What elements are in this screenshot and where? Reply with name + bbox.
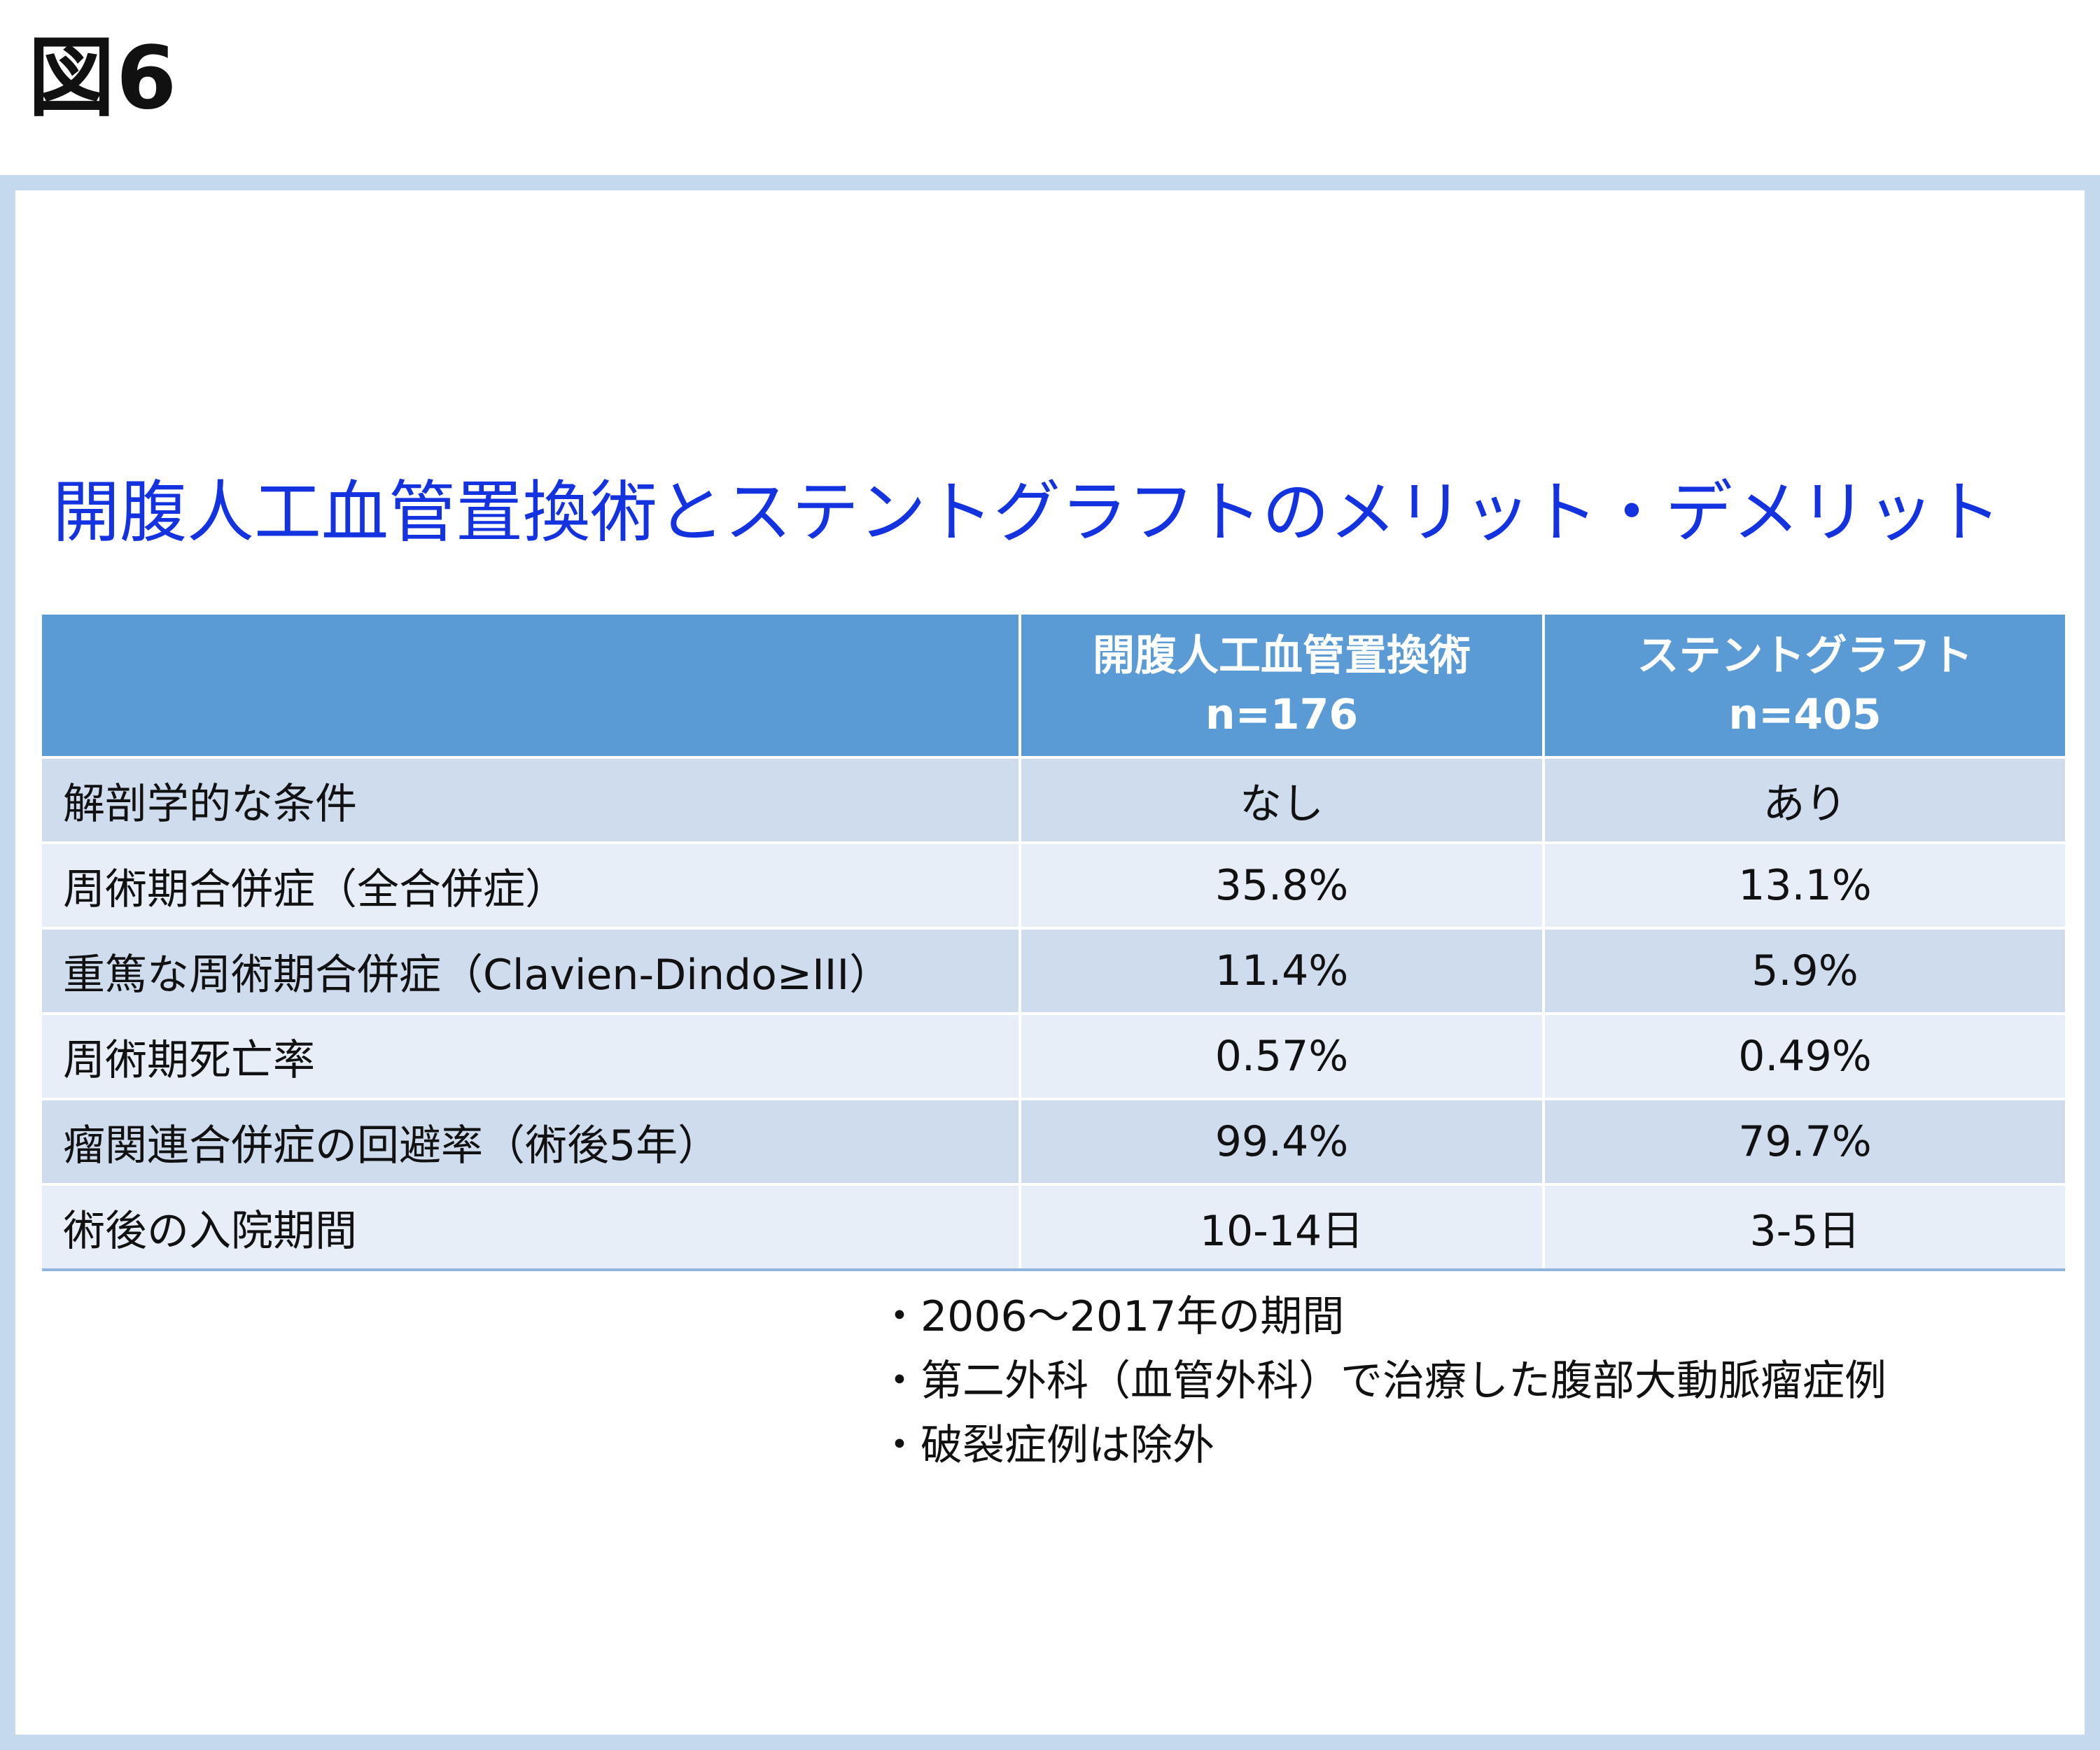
note-item: ・第二外科（血管外科）で治療した腹部大動脈瘤症例 bbox=[878, 1349, 1886, 1413]
row-label: 解剖学的な条件 bbox=[42, 757, 1021, 844]
table-row: 重篤な周術期合併症（Clavien-Dindo≥III） 11.4% 5.9% bbox=[42, 928, 2065, 1015]
note-bullet: ・ bbox=[878, 1357, 920, 1406]
stent-graft-value: 79.7% bbox=[1544, 1099, 2065, 1186]
comparison-table: 開腹人工血管置換術 n=176 ステントグラフト n=405 解剖学的な条件 な… bbox=[42, 615, 2065, 1271]
note-text: 2006～2017年の期間 bbox=[920, 1292, 1345, 1341]
slide-title: 開腹人工血管置換術とステントグラフトのメリット・デメリット bbox=[52, 473, 2001, 552]
row-label: 術後の入院期間 bbox=[42, 1184, 1021, 1271]
table-header-row: 開腹人工血管置換術 n=176 ステントグラフト n=405 bbox=[42, 615, 2065, 759]
row-label: 周術期死亡率 bbox=[42, 1014, 1021, 1100]
note-bullet: ・ bbox=[878, 1421, 920, 1470]
open-surgery-value: 11.4% bbox=[1020, 928, 1545, 1015]
open-surgery-value: 0.57% bbox=[1020, 1014, 1545, 1100]
table-row: 瘤関連合併症の回避率（術後5年） 99.4% 79.7% bbox=[42, 1099, 2065, 1186]
open-surgery-value: なし bbox=[1020, 757, 1545, 844]
header-open-surgery-n: n=176 bbox=[1205, 690, 1359, 739]
header-open-surgery: 開腹人工血管置換術 n=176 bbox=[1020, 615, 1545, 759]
note-bullet: ・ bbox=[878, 1292, 920, 1341]
table-row: 解剖学的な条件 なし あり bbox=[42, 757, 2065, 844]
row-label: 重篤な周術期合併症（Clavien-Dindo≥III） bbox=[42, 928, 1021, 1015]
open-surgery-value: 35.8% bbox=[1020, 843, 1545, 930]
stent-graft-value: あり bbox=[1544, 757, 2065, 844]
note-text: 破裂症例は除外 bbox=[920, 1421, 1214, 1470]
stent-graft-value: 3-5日 bbox=[1544, 1184, 2065, 1271]
header-open-surgery-name: 開腹人工血管置換術 bbox=[1093, 631, 1471, 680]
header-empty-cell bbox=[42, 615, 1021, 759]
note-item: ・破裂症例は除外 bbox=[878, 1413, 1886, 1478]
header-stent-graft-n: n=405 bbox=[1728, 690, 1882, 739]
stent-graft-value: 13.1% bbox=[1544, 843, 2065, 930]
row-label: 周術期合併症（全合併症） bbox=[42, 843, 1021, 930]
header-stent-graft-name: ステントグラフト bbox=[1637, 631, 1973, 680]
header-stent-graft: ステントグラフト n=405 bbox=[1544, 615, 2065, 759]
figure-label: 図6 bbox=[28, 28, 178, 129]
table-row: 周術期死亡率 0.57% 0.49% bbox=[42, 1014, 2065, 1100]
notes-list: ・2006～2017年の期間 ・第二外科（血管外科）で治療した腹部大動脈瘤症例 … bbox=[878, 1284, 1886, 1478]
note-item: ・2006～2017年の期間 bbox=[878, 1284, 1886, 1349]
stent-graft-value: 5.9% bbox=[1544, 928, 2065, 1015]
table-row: 周術期合併症（全合併症） 35.8% 13.1% bbox=[42, 843, 2065, 930]
open-surgery-value: 10-14日 bbox=[1020, 1184, 1545, 1271]
note-text: 第二外科（血管外科）で治療した腹部大動脈瘤症例 bbox=[920, 1357, 1886, 1406]
open-surgery-value: 99.4% bbox=[1020, 1099, 1545, 1186]
row-label: 瘤関連合併症の回避率（術後5年） bbox=[42, 1099, 1021, 1186]
stent-graft-value: 0.49% bbox=[1544, 1014, 2065, 1100]
table-row: 術後の入院期間 10-14日 3-5日 bbox=[42, 1184, 2065, 1271]
